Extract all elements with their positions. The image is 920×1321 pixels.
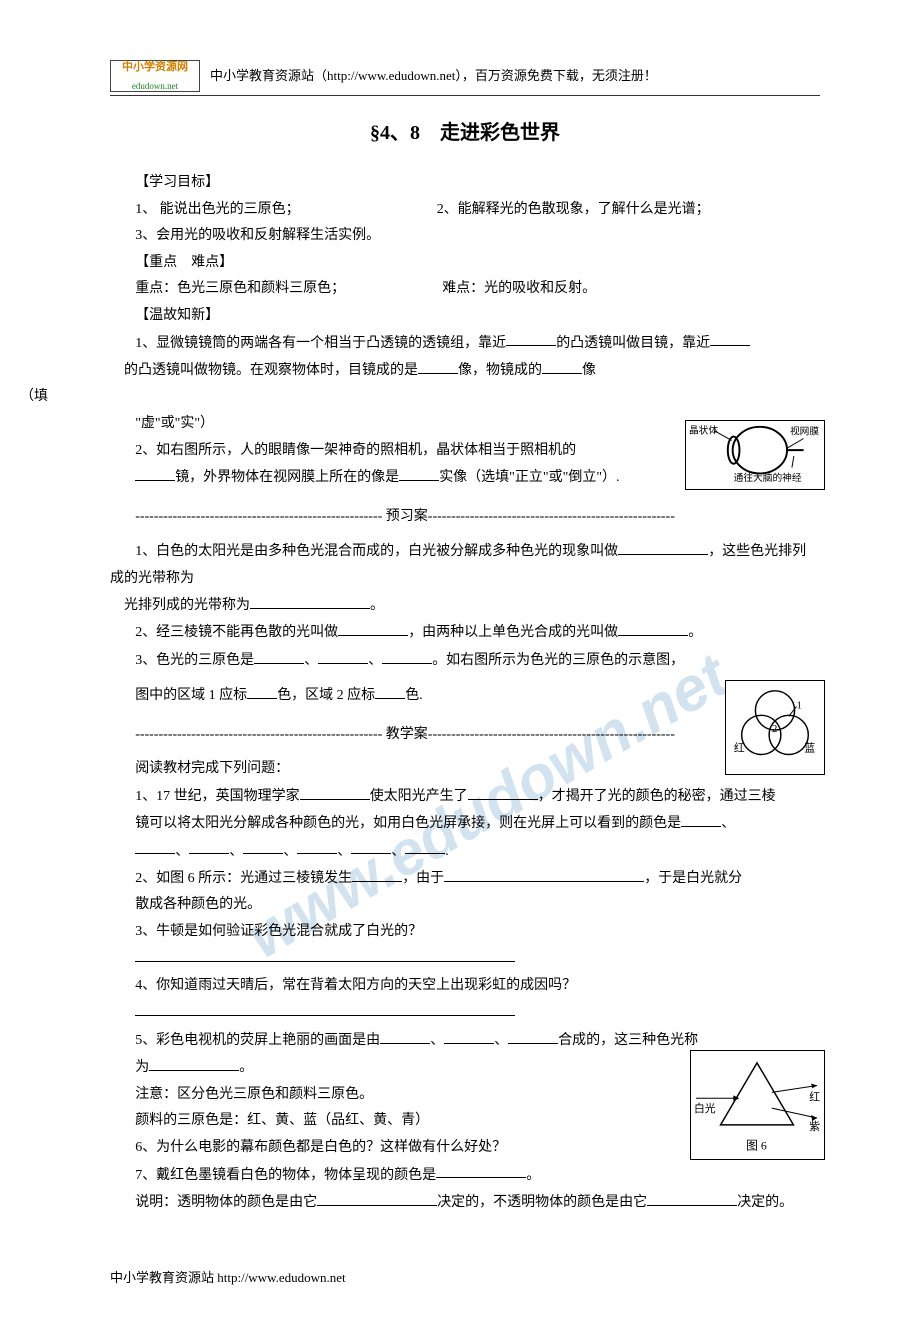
objectives-heading: 【学习目标】 (110, 170, 820, 197)
blank (247, 682, 277, 699)
teaching-q2-l2: 散成各种颜色的光。 (110, 892, 820, 919)
blank (300, 783, 370, 800)
eye-label-retina: 视网膜 (790, 425, 819, 438)
venn-label-2: 2 (772, 723, 777, 735)
blank (135, 464, 175, 481)
teaching-q3: 3、牛顿是如何验证彩色光混合就成了白光的？ (110, 919, 820, 946)
blank (317, 1189, 437, 1206)
prism-diagram: 白光 红 紫 图 6 (690, 1050, 825, 1160)
blank (338, 619, 408, 636)
prism-label-fig: 图 6 (746, 1139, 767, 1153)
eye-diagram: 晶状体 视网膜 通往大脑的神经 (685, 420, 825, 490)
blank (618, 619, 688, 636)
review-q1-line2: 的凸透镜叫做物镜。在观察物体时，目镜成的是像，物镜成的像 (110, 357, 820, 384)
venn-label-1: 1 (797, 699, 802, 711)
site-logo: 中小学资源网 edudown.net (110, 60, 200, 92)
blank (135, 838, 175, 855)
document-body: 【学习目标】 1、 能说出色光的三原色； 2、能解释光的色散现象，了解什么是光谱… (110, 170, 820, 1216)
difficult-point: 难点：光的吸收和反射。 (442, 281, 596, 296)
venn-label-red: 红 (734, 742, 745, 755)
objective-3: 3、会用光的吸收和反射解释生活实例。 (110, 223, 820, 250)
prism-label-purple: 紫 (809, 1120, 820, 1133)
header-bar: 中小学资源网 edudown.net 中小学教育资源站（http://www.e… (110, 60, 820, 96)
blank (681, 810, 721, 827)
keypoint-row: 重点：色光三原色和颜料三原色； 难点：光的吸收和反射。 (110, 276, 820, 303)
preview-q3: 3、色光的三原色是、、。如右图所示为色光的三原色的示意图， (110, 647, 820, 674)
footer-text: 中小学教育资源站 http://www.edudown.net (110, 1266, 820, 1291)
blank (444, 1027, 494, 1044)
blank (444, 865, 644, 882)
teaching-q7: 7、戴红色墨镜看白色的物体，物体呈现的颜色是。 (110, 1162, 820, 1189)
teaching-q1-l3: 、、、、、. (110, 838, 820, 865)
blank (380, 1027, 430, 1044)
eye-label-lens: 晶状体 (689, 424, 718, 437)
blank (297, 838, 337, 855)
blank (418, 357, 458, 374)
teaching-q2-l1: 2、如图 6 所示：光通过三棱镜发生，由于，于是白光就分 (110, 865, 820, 892)
blank (506, 330, 556, 347)
blank (468, 783, 538, 800)
preview-q4: 图中的区域 1 应标色，区域 2 应标色. (110, 682, 820, 709)
blank (352, 865, 402, 882)
blank (254, 647, 304, 664)
objective-1: 1、 能说出色光的三原色； (135, 202, 300, 217)
preview-q1: 1、白色的太阳光是由多种色光混合而成的，白光被分解成多种色光的现象叫做，这些色光… (110, 538, 820, 592)
blank (618, 538, 708, 555)
teaching-q1-l1: 1、17 世纪，英国物理学家使太阳光产生了，才揭开了光的颜色的秘密，通过三棱 (110, 783, 820, 810)
teaching-intro: 阅读教材完成下列问题： (110, 756, 820, 783)
keypoints-heading: 【重点 难点】 (110, 250, 820, 277)
blank (647, 1189, 737, 1206)
blank (436, 1162, 526, 1179)
answer-line-2 (110, 1000, 820, 1027)
teaching-q4: 4、你知道雨过天晴后，常在背着太阳方向的天空上出现彩虹的成因吗？ (110, 973, 820, 1000)
preview-q1b: 光排列成的光带称为。 (110, 592, 820, 619)
page-title: §4、8 走进彩色世界 (110, 114, 820, 152)
blank (250, 592, 370, 609)
blank (399, 464, 439, 481)
blank (542, 357, 582, 374)
preview-divider: ----------------------------------------… (110, 504, 820, 531)
blank (189, 838, 229, 855)
header-text: 中小学教育资源站（http://www.edudown.net），百万资源免费下… (210, 64, 657, 89)
blank (508, 1027, 558, 1044)
prism-label-white: 白光 (694, 1101, 716, 1115)
logo-text-top: 中小学资源网 (122, 57, 188, 78)
key-point: 重点：色光三原色和颜料三原色； (135, 281, 345, 296)
review-q1-line1: 1、显微镜镜筒的两端各有一个相当于凸透镜的透镜组，靠近的凸透镜叫做目镜，靠近 (110, 330, 820, 357)
objective-row-1: 1、 能说出色光的三原色； 2、能解释光的色散现象，了解什么是光谱； (110, 197, 820, 224)
objective-2: 2、能解释光的色散现象，了解什么是光谱； (437, 202, 710, 217)
blank (243, 838, 283, 855)
blank (382, 647, 432, 664)
review-heading: 【温故知新】 (110, 303, 820, 330)
teaching-divider: ----------------------------------------… (110, 722, 820, 749)
preview-q2: 2、经三棱镜不能再色散的光叫做，由两种以上单色光合成的光叫做。 (110, 619, 820, 646)
answer-line-1 (110, 946, 820, 973)
blank (149, 1054, 239, 1071)
review-q1-fill: （填 (20, 384, 820, 411)
blank (375, 682, 405, 699)
eye-label-nerve: 通往大脑的神经 (734, 471, 802, 484)
prism-label-red: 红 (809, 1090, 820, 1103)
venn-diagram: 1 2 红 蓝 (725, 680, 825, 775)
teaching-q1-l2: 镜可以将太阳光分解成各种颜色的光，如用白色光屏承接，则在光屏上可以看到的颜色是、 (110, 810, 820, 837)
explanation: 说明：透明物体的颜色是由它决定的，不透明物体的颜色是由它决定的。 (110, 1189, 820, 1216)
logo-text-bottom: edudown.net (132, 78, 178, 95)
blank (405, 838, 445, 855)
venn-label-blue: 蓝 (804, 743, 815, 755)
blank (318, 647, 368, 664)
blank (710, 330, 750, 347)
blank (351, 838, 391, 855)
